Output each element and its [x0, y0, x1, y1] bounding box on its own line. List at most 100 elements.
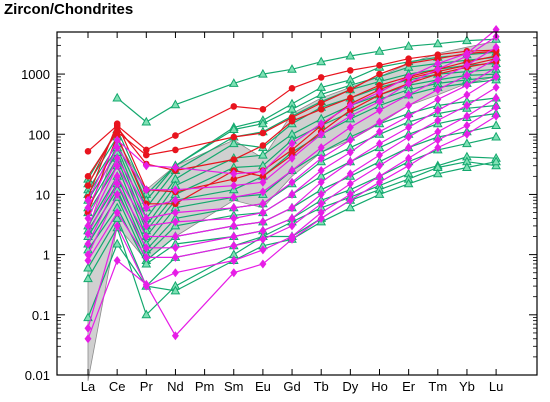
data-point: [112, 92, 123, 102]
data-point: [288, 166, 296, 175]
data-point: [83, 273, 93, 283]
data-point: [230, 256, 238, 265]
data-point: [376, 161, 383, 171]
data-point: [84, 323, 92, 333]
data-point: [142, 213, 150, 223]
series-line: [87, 66, 497, 235]
data-point: [491, 156, 501, 166]
data-point: [113, 179, 121, 189]
series-line: [87, 73, 497, 228]
data-point: [142, 243, 150, 253]
data-point: [376, 105, 383, 115]
axes: La Ce Pr Nd Pm Sm Eu Gd Tb Dy Ho Er Tm Yb Lu 0.01 0.1 1 10…: [21, 31, 537, 394]
data-point: [434, 75, 442, 85]
data-point: [317, 129, 325, 139]
data-point: [83, 262, 93, 272]
series-line: [87, 36, 497, 209]
x-tick-label: La: [81, 379, 96, 394]
data-point: [463, 90, 471, 100]
data-point: [288, 85, 296, 92]
data-point: [230, 203, 238, 213]
data-point: [288, 213, 296, 223]
data-point: [434, 94, 442, 104]
data-point: [346, 122, 354, 132]
data-point: [171, 163, 179, 172]
data-point: [492, 54, 500, 64]
data-point: [259, 187, 267, 197]
data-point: [376, 70, 383, 78]
series-line: [87, 161, 497, 316]
data-point: [142, 161, 150, 171]
series-line: [87, 136, 497, 265]
data-point: [230, 133, 238, 141]
x-tick-label: Sm: [224, 379, 244, 394]
data-point: [259, 106, 267, 113]
data-point: [492, 111, 500, 121]
data-point: [346, 169, 354, 179]
series-line: [87, 161, 497, 318]
data-point: [405, 60, 412, 67]
data-point: [347, 107, 354, 114]
data-point: [434, 64, 442, 74]
data-point: [84, 173, 92, 180]
data-point: [230, 232, 238, 241]
data-point: [230, 268, 238, 278]
series-magenta-28: [84, 93, 500, 265]
data-point: [317, 213, 325, 223]
data-point: [170, 285, 181, 295]
data-point: [376, 87, 383, 97]
data-point: [317, 177, 325, 187]
x-tick-label: Er: [402, 379, 416, 394]
data-point: [142, 232, 150, 241]
sample-series: [83, 25, 501, 344]
data-point: [463, 51, 471, 61]
series-line: [87, 76, 497, 245]
data-point: [317, 189, 325, 199]
data-point: [143, 146, 150, 154]
data-point: [317, 143, 325, 153]
data-point: [113, 153, 121, 163]
data-point: [405, 161, 413, 171]
data-point: [347, 67, 354, 74]
data-point: [84, 203, 92, 213]
data-point: [434, 70, 442, 78]
data-point: [141, 116, 152, 126]
data-point: [259, 173, 267, 180]
data-point: [492, 72, 500, 82]
data-point: [259, 167, 267, 177]
data-point: [405, 153, 413, 163]
data-point: [84, 182, 92, 189]
x-tick-label: Tm: [428, 379, 447, 394]
data-point: [376, 139, 383, 149]
data-point: [432, 168, 443, 178]
data-point: [230, 241, 238, 251]
data-point: [317, 153, 325, 163]
data-point: [84, 213, 92, 223]
series-line: [87, 49, 497, 152]
data-point: [434, 59, 442, 68]
series-line: [87, 104, 497, 251]
data-point: [142, 279, 150, 289]
series-magenta-25: [84, 62, 500, 239]
data-point: [142, 203, 150, 213]
series-line: [87, 97, 497, 261]
data-point: [84, 195, 92, 205]
data-point: [113, 120, 121, 127]
series-magenta-24: [84, 54, 500, 231]
data-point: [492, 93, 500, 103]
series-green-5: [112, 33, 501, 126]
data-point: [171, 195, 179, 205]
data-point: [113, 189, 121, 199]
data-point: [170, 99, 181, 109]
data-point: [405, 101, 413, 110]
data-point: [171, 217, 179, 227]
data-point: [434, 85, 442, 95]
data-point: [434, 115, 442, 125]
data-point: [434, 55, 442, 62]
data-point: [172, 146, 179, 154]
data-point: [405, 132, 413, 142]
data-point: [288, 177, 296, 187]
data-point: [259, 199, 267, 209]
data-point: [228, 78, 239, 87]
x-tick-label: Yb: [459, 379, 475, 394]
